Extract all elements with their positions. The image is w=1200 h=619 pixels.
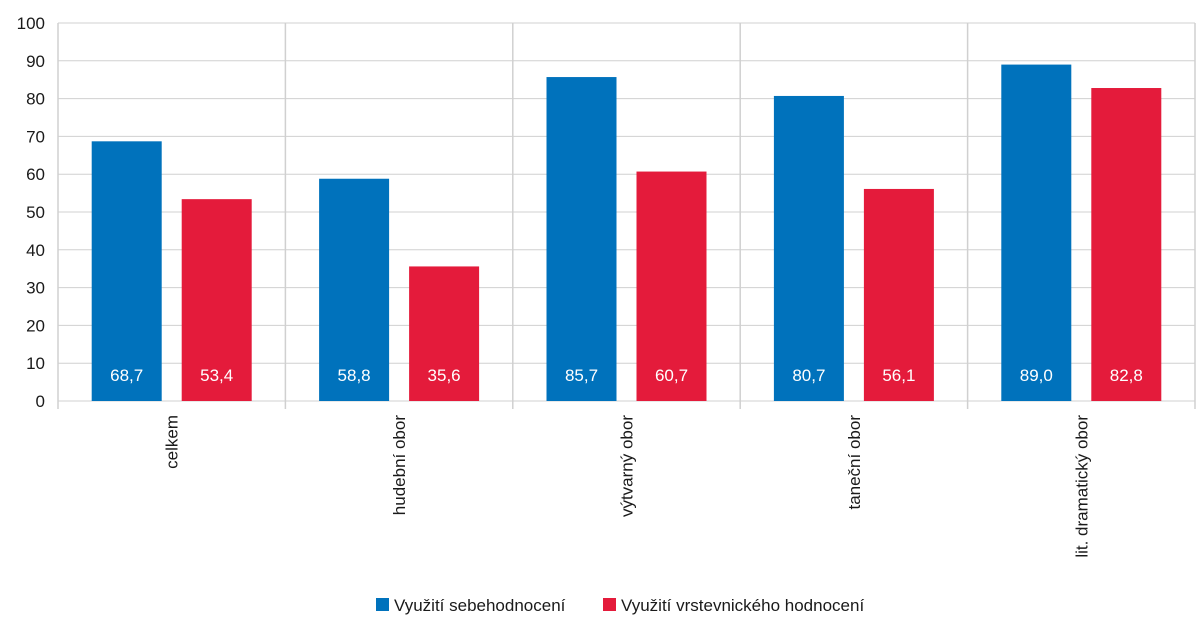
y-tick-label: 90 (26, 52, 45, 71)
bar (546, 77, 617, 401)
y-tick-label: 0 (36, 392, 45, 411)
bar (1001, 64, 1072, 401)
bar (863, 188, 934, 401)
bar (181, 199, 252, 401)
legend: Využití sebehodnocení Využití vrstevnické… (376, 596, 864, 615)
y-axis: 0 10 20 30 40 50 60 70 80 90 100 (17, 14, 45, 411)
data-label: 56,1 (882, 366, 915, 385)
x-tick-label: lit. dramatický obor (1072, 415, 1091, 558)
data-label: 82,8 (1110, 366, 1143, 385)
x-axis: celkem hudební obor výtvarný obor taneční o… (163, 415, 1092, 558)
y-tick-label: 40 (26, 241, 45, 260)
y-tick-label: 70 (26, 127, 45, 146)
x-tick-label: taneční obor (845, 415, 864, 510)
data-label: 85,7 (565, 366, 598, 385)
data-label: 89,0 (1020, 366, 1053, 385)
x-tick-label: hudební obor (390, 415, 409, 516)
legend-label: Využití vrstevnického hodnocení (621, 596, 864, 615)
y-tick-label: 20 (26, 316, 45, 335)
bar (319, 178, 390, 401)
bar (636, 171, 707, 401)
data-label: 60,7 (655, 366, 688, 385)
x-tick-label: celkem (163, 415, 182, 469)
bars: 68,7 53,4 58,8 35,6 85,7 60,7 80,7 56,1 89,0 82,8 (91, 64, 1162, 402)
data-label: 58,8 (338, 366, 371, 385)
y-tick-label: 60 (26, 165, 45, 184)
legend-swatch (376, 598, 389, 611)
legend-swatch (603, 598, 616, 611)
bar (1091, 88, 1162, 402)
x-tick-label: výtvarný obor (618, 415, 637, 517)
y-tick-label: 80 (26, 90, 45, 109)
legend-label: Využití sebehodnocení (394, 596, 566, 615)
y-tick-label: 10 (26, 354, 45, 373)
bar (91, 141, 162, 401)
bar (773, 95, 844, 401)
data-label: 35,6 (428, 366, 461, 385)
data-label: 80,7 (792, 366, 825, 385)
y-tick-label: 100 (17, 14, 45, 33)
bar (409, 266, 480, 401)
y-tick-label: 30 (26, 279, 45, 298)
data-label: 53,4 (200, 366, 233, 385)
data-label: 68,7 (110, 366, 143, 385)
y-tick-label: 50 (26, 203, 45, 222)
